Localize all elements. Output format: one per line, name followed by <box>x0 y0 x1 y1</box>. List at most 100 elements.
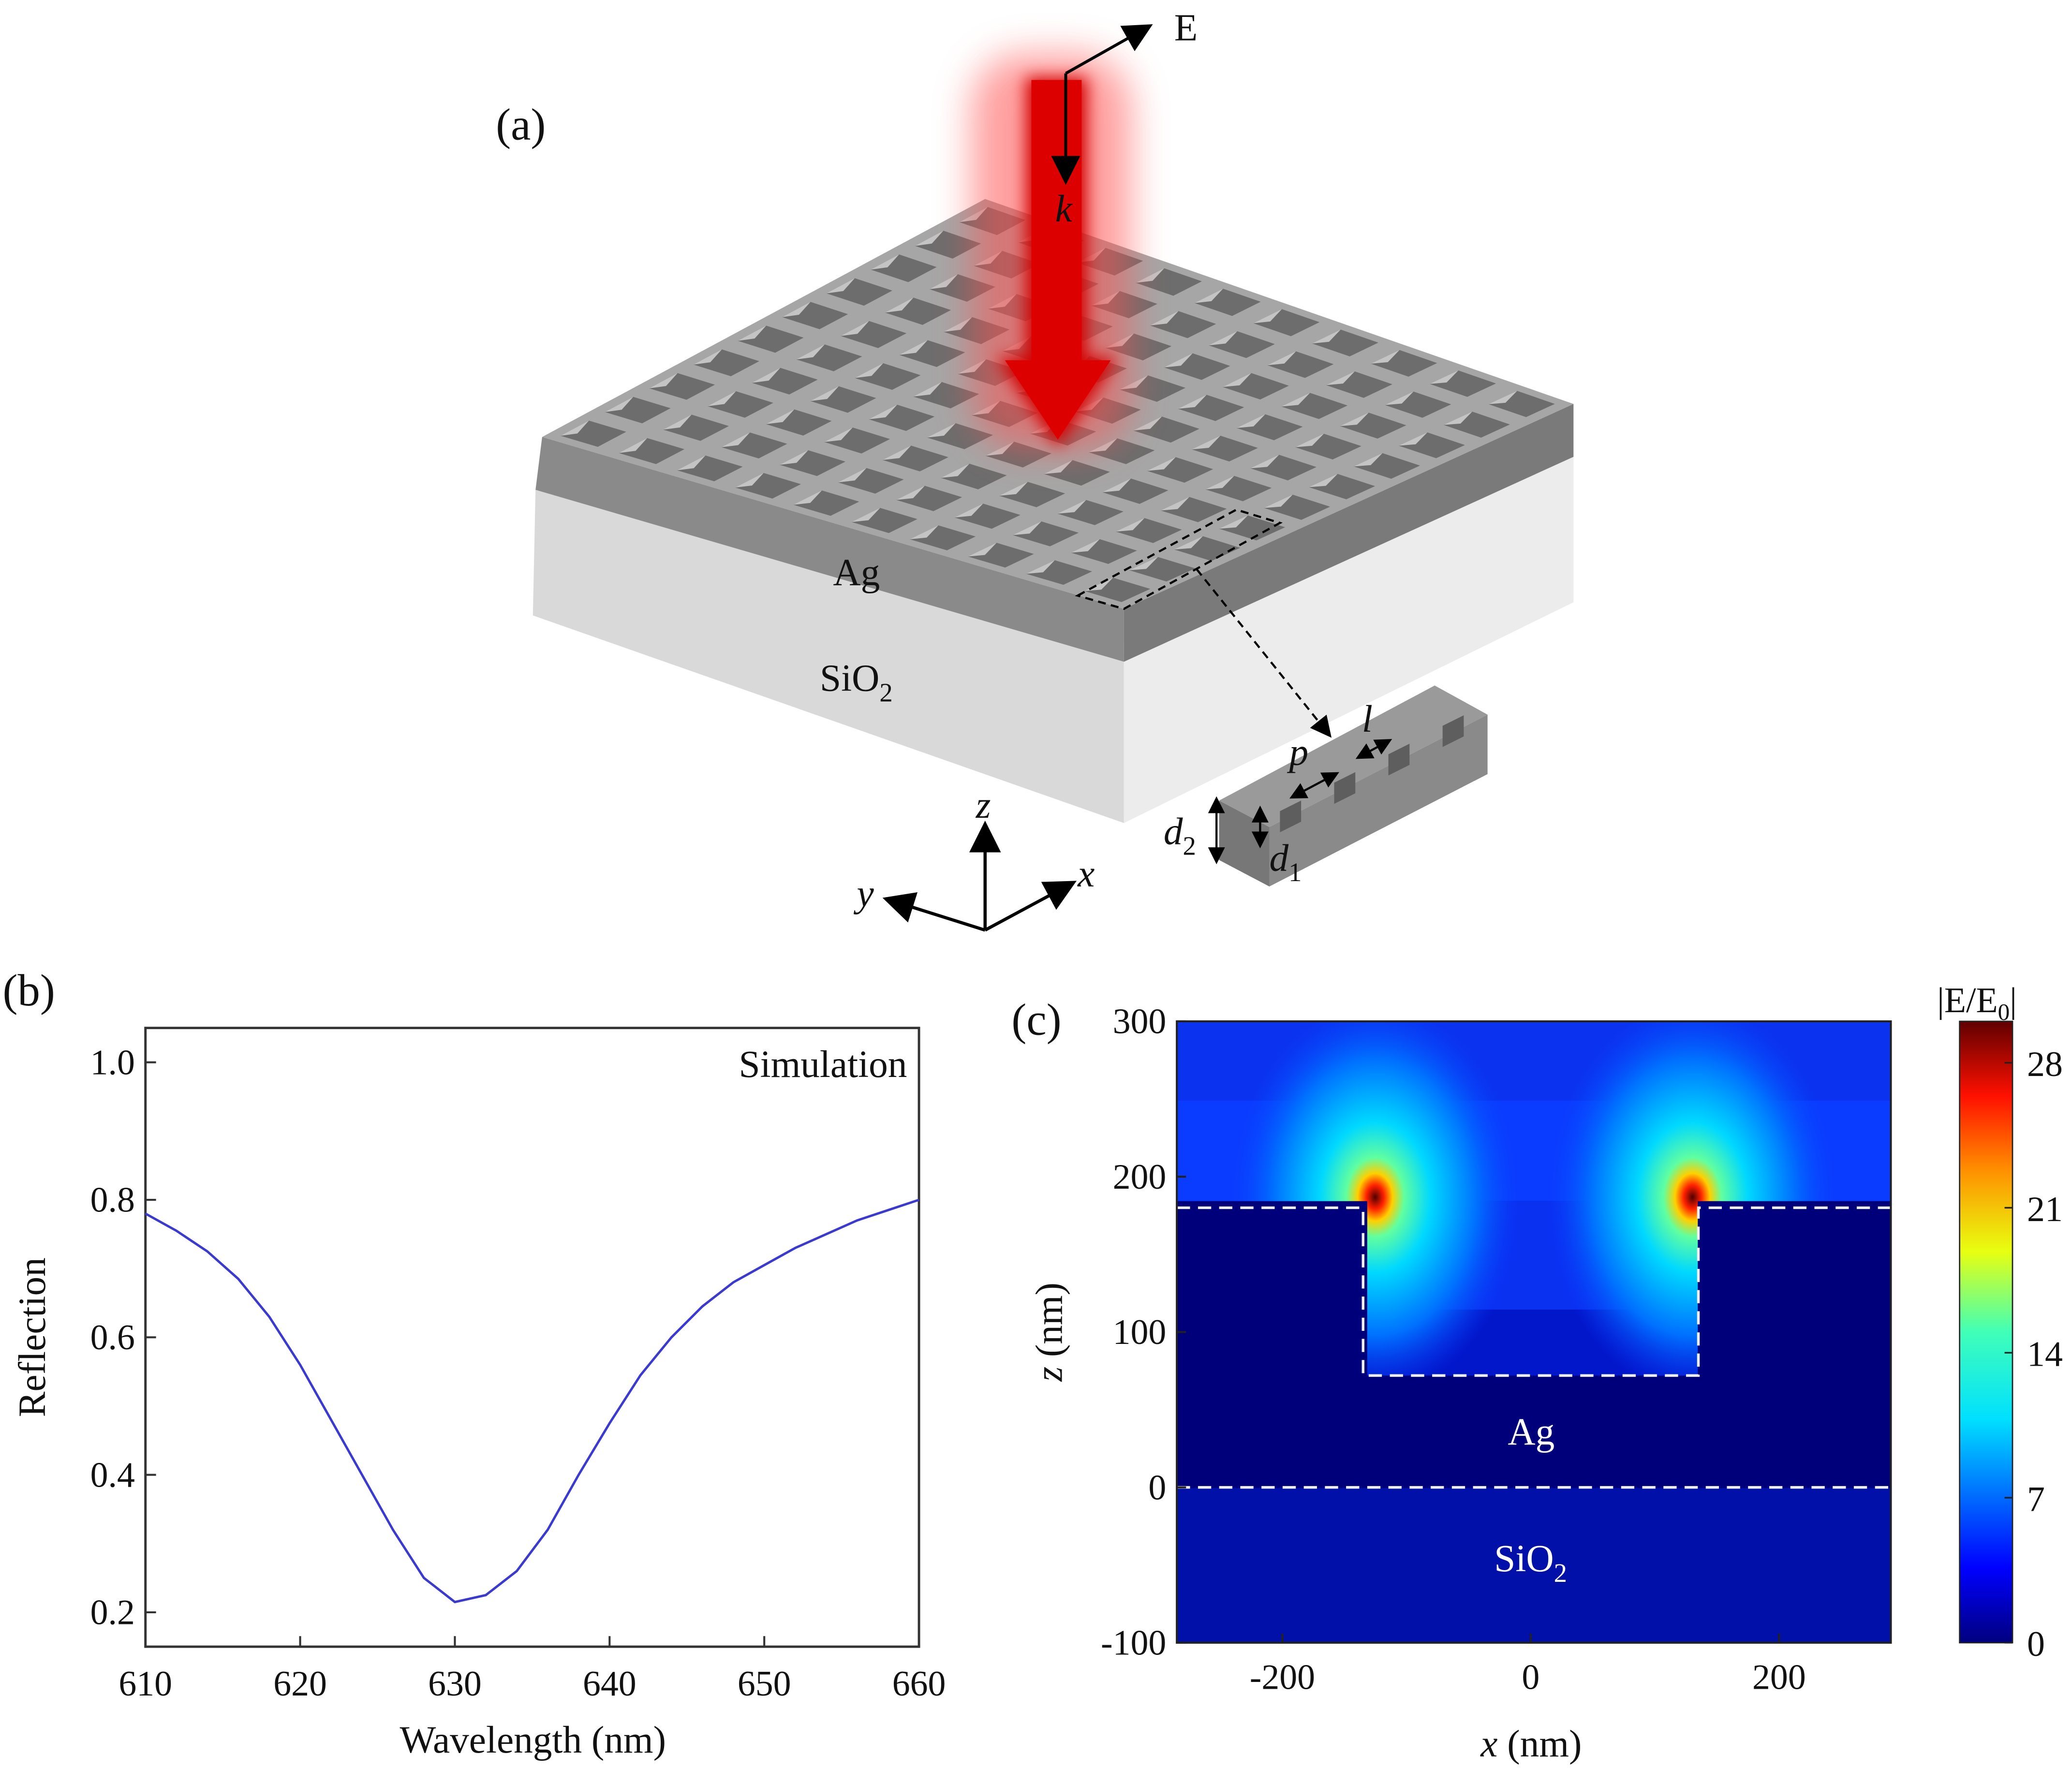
x-tick-label: 610 <box>118 1664 172 1703</box>
x-tick-label: 200 <box>1752 1657 1806 1697</box>
hole-wall <box>1312 329 1341 344</box>
hole-wall <box>663 414 692 430</box>
y-tick-label: 0.2 <box>90 1592 135 1632</box>
colorbar-tick-label: 28 <box>2027 1044 2063 1084</box>
panel-a-schematic: (a) Ag SiO2 E k p l d2 <box>496 6 1574 932</box>
panel-b-label: (b) <box>2 966 55 1016</box>
hole-wall <box>941 463 970 478</box>
hole-wall <box>855 363 884 378</box>
x-tick-label: 0 <box>1522 1657 1539 1697</box>
hole-wall <box>1488 391 1517 404</box>
simulation-annotation: Simulation <box>739 1043 907 1086</box>
hole-wall <box>826 278 855 294</box>
x-tick-label: -200 <box>1250 1657 1315 1697</box>
d2-label: d2 <box>1164 811 1196 861</box>
y-tick-label: 200 <box>1113 1157 1167 1196</box>
hole-wall <box>1219 515 1248 529</box>
y-tick-label: -100 <box>1101 1622 1166 1662</box>
x-axis-title: Wavelength (nm) <box>400 1719 666 1761</box>
substrate-right-face <box>1124 457 1574 823</box>
hole-wall <box>871 254 899 270</box>
hole-wall <box>1164 353 1193 368</box>
x-tick-label: 620 <box>273 1664 327 1703</box>
hole-wall <box>1133 416 1162 431</box>
hole-wall <box>851 508 880 522</box>
sio2-layer-label: SiO2 <box>820 657 893 707</box>
hole-wall <box>780 450 808 465</box>
hole-wall <box>721 432 750 447</box>
plot-frame <box>144 1027 920 1648</box>
panel-a-label: (a) <box>496 100 546 149</box>
d1-label: d1 <box>1270 837 1302 887</box>
inset-groove <box>1442 715 1464 747</box>
metal-left-face <box>535 437 1124 662</box>
hole-wall <box>1340 413 1369 427</box>
hole-wall <box>882 445 911 460</box>
e-field-label: E <box>1174 6 1198 49</box>
inset-groove <box>1280 800 1302 833</box>
hole-wall <box>1208 331 1238 346</box>
hole-wall <box>1385 391 1414 405</box>
colorbar-tick-label: 14 <box>2027 1334 2063 1374</box>
y-axis-title: z (nm) <box>1028 1283 1070 1382</box>
inset-groove <box>1334 772 1356 804</box>
hole-wall <box>1192 435 1221 450</box>
hole-wall <box>1429 370 1459 384</box>
colorbar <box>1959 1020 2013 1644</box>
x-tick-label: 660 <box>892 1664 946 1703</box>
hole-wall <box>693 349 722 365</box>
hole-wall <box>999 482 1028 496</box>
hole-wall <box>707 391 736 406</box>
y-axis-label: y <box>854 872 874 915</box>
colorbar-tick-label: 7 <box>2027 1479 2045 1518</box>
period-label: p <box>1287 731 1309 774</box>
substrate-left-face <box>533 489 1124 823</box>
hole-wall <box>1174 536 1203 550</box>
hole-wall <box>915 231 944 246</box>
hole-wall <box>1178 395 1207 409</box>
hole-wall <box>619 438 648 453</box>
hole-wall <box>1136 268 1165 283</box>
unit-cell-selection <box>1075 508 1283 610</box>
x-tick-label: 640 <box>583 1664 636 1703</box>
ag-layer-label: Ag <box>833 551 880 594</box>
e-field-arrow <box>1065 24 1153 75</box>
hole-wall <box>1281 393 1310 407</box>
field-heatmap <box>1177 1021 1891 1643</box>
hole-wall <box>869 404 897 420</box>
unit-cell-inset: p l d2 d1 <box>1164 685 1488 887</box>
y-tick-label: 0.8 <box>90 1180 135 1220</box>
hole-wall <box>1253 309 1282 324</box>
hole-wall <box>838 468 867 483</box>
hole-wall <box>985 442 1014 456</box>
y-tick-label: 1.0 <box>90 1042 135 1082</box>
length-label: l <box>1362 698 1373 740</box>
x-tick-label: 650 <box>738 1664 791 1703</box>
y-tick-label: 100 <box>1113 1312 1167 1352</box>
y-tick-label: 0 <box>1148 1467 1166 1507</box>
y-tick-label: 0.4 <box>90 1455 135 1494</box>
panel-b-reflection-chart: (b) 610 620 630 640 650 660 0.2 0.4 0.6 0.8 1.0 Si… <box>2 966 946 1761</box>
hole-wall <box>810 386 839 401</box>
hole-wall <box>899 340 928 355</box>
sio2-region-label: SiO2 <box>1494 1537 1567 1588</box>
inset-groove <box>1388 743 1410 776</box>
colorbar-tick-label: 21 <box>2027 1189 2063 1229</box>
hole-wall <box>927 423 956 438</box>
groove-outline <box>1177 1206 1891 1377</box>
y-tick-label: 0.6 <box>90 1317 135 1357</box>
metal-right-face <box>1124 404 1574 662</box>
hole-wall <box>752 368 781 383</box>
hole-wall <box>929 274 958 289</box>
y-axis-title: Reflection <box>11 1257 54 1417</box>
x-tick-label: 630 <box>428 1664 482 1703</box>
panel-c-label: (c) <box>1011 995 1061 1045</box>
reflection-curve <box>145 1198 919 1604</box>
hole-wall <box>1088 438 1117 453</box>
coordinate-axes: z y x <box>854 784 1095 932</box>
hole-wall <box>1222 373 1252 387</box>
k-label: k <box>1055 188 1073 230</box>
z-axis-label: z <box>976 784 991 826</box>
